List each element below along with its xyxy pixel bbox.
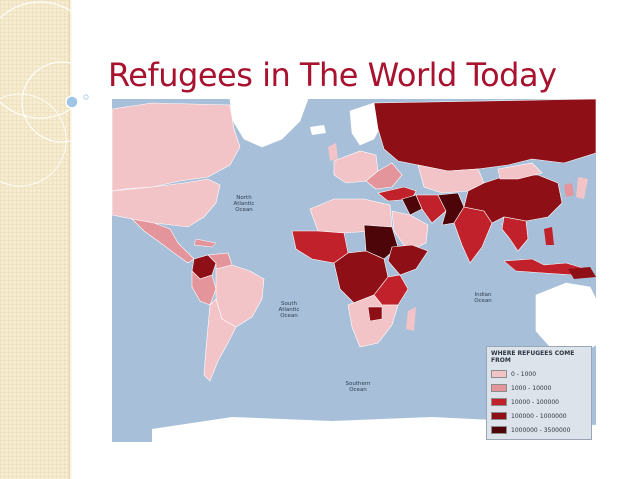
zimbabwe-region bbox=[367, 306, 383, 322]
world-map: North Atlantic Ocean South Atlantic Ocea… bbox=[112, 99, 596, 442]
philippines-region bbox=[544, 227, 554, 245]
side-strip-edge bbox=[70, 0, 72, 479]
legend-label: 1000000 - 3500000 bbox=[511, 426, 571, 434]
legend-item: 0 - 1000 bbox=[491, 367, 587, 381]
southern-cone-region bbox=[203, 298, 237, 382]
mongolia-region bbox=[497, 162, 543, 180]
legend-swatch bbox=[491, 412, 507, 420]
decorative-side-strip bbox=[0, 0, 70, 479]
horn-of-africa-region bbox=[387, 244, 429, 276]
peru-region bbox=[191, 270, 217, 306]
southern-africa-region bbox=[347, 294, 399, 348]
slide-title: Refugees in The World Today bbox=[108, 56, 557, 94]
legend-item: 1000 - 10000 bbox=[491, 381, 587, 395]
iran-region bbox=[415, 194, 447, 224]
madagascar-region bbox=[406, 307, 416, 331]
ocean-label-north-atlantic: North Atlantic Ocean bbox=[233, 195, 255, 213]
canada-region bbox=[112, 102, 241, 192]
japan-region bbox=[576, 177, 588, 199]
brazil-region bbox=[215, 264, 265, 328]
korea-region bbox=[564, 183, 574, 197]
legend-title: WHERE REFUGEES COME FROM bbox=[491, 350, 575, 364]
legend-item: 100000 - 1000000 bbox=[491, 409, 587, 423]
decorative-circles bbox=[0, 1, 103, 187]
legend-item: 1000000 - 3500000 bbox=[491, 423, 587, 437]
legend-swatch bbox=[491, 398, 507, 406]
ocean-label-south-atlantic: South Atlantic Ocean bbox=[278, 301, 300, 319]
southeast-asia-region bbox=[501, 216, 529, 252]
arabia-region bbox=[391, 210, 429, 252]
uk-region bbox=[328, 143, 338, 161]
legend-swatch bbox=[491, 370, 507, 378]
caribbean-region bbox=[193, 238, 217, 248]
papua-region bbox=[568, 267, 596, 279]
map-legend: WHERE REFUGEES COME FROM 0 - 1000 1000 -… bbox=[486, 346, 592, 440]
ocean-label-southern: Southern Ocean bbox=[345, 381, 371, 393]
antarctica-region bbox=[152, 417, 596, 442]
australia-region bbox=[535, 282, 596, 356]
greenland-region bbox=[229, 99, 309, 148]
eastern-europe-region bbox=[365, 162, 403, 190]
iceland-region bbox=[310, 125, 326, 135]
legend-swatch bbox=[491, 384, 507, 392]
legend-label: 1000 - 10000 bbox=[511, 384, 552, 392]
refugee-choropleth bbox=[112, 99, 596, 442]
legend-label: 0 - 1000 bbox=[511, 370, 537, 378]
ocean-label-indian: Indian Ocean bbox=[474, 292, 492, 304]
legend-label: 100000 - 1000000 bbox=[511, 412, 567, 420]
legend-label: 10000 - 100000 bbox=[511, 398, 559, 406]
legend-swatch bbox=[491, 426, 507, 434]
russia-region bbox=[373, 99, 596, 172]
legend-item: 10000 - 100000 bbox=[491, 395, 587, 409]
